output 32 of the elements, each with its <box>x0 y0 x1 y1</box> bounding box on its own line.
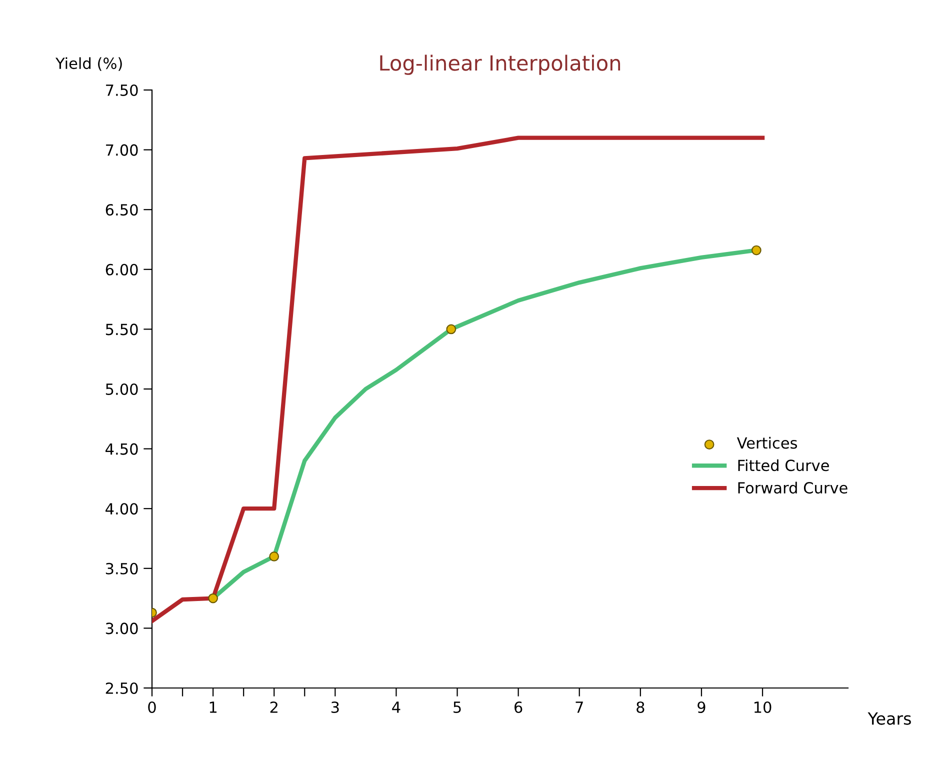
y-tick-label: 7.50 <box>106 84 138 96</box>
y-tick-label: 2.50 <box>106 682 138 694</box>
x-axis-title: Years <box>868 712 911 725</box>
point <box>751 245 762 256</box>
y-tick-label: 3.00 <box>106 622 138 634</box>
y-tick-label: 6.50 <box>106 204 138 216</box>
x-tick-label: 10 <box>754 701 772 714</box>
x-tick-label: 9 <box>698 701 706 714</box>
x-tick-label: 7 <box>576 702 583 713</box>
point <box>208 593 218 604</box>
point <box>269 551 280 562</box>
x-tick-label: 0 <box>148 701 156 714</box>
x-tick-label: 8 <box>636 701 644 714</box>
chart-title: Log-linear Interpolation <box>380 54 620 75</box>
x-tick-label: 5 <box>454 702 461 714</box>
y-tick-label: 4.00 <box>106 503 138 515</box>
legend-label: Fitted Curve <box>738 459 829 472</box>
y-tick-label: 5.00 <box>106 383 138 396</box>
x-tick-label: 4 <box>392 702 400 713</box>
x-tick-label: 1 <box>210 702 216 713</box>
x-tick-label: 6 <box>514 701 522 714</box>
y-tick-label: 3.50 <box>106 562 138 574</box>
y-tick-label: 7.00 <box>106 144 138 156</box>
legend-label: Forward Curve <box>738 482 848 494</box>
y-tick-label: 6.00 <box>106 264 138 276</box>
point <box>446 324 456 334</box>
x-tick-label: 3 <box>331 701 339 714</box>
y-axis-title: Yield (%) <box>56 57 122 71</box>
y-tick-label: 5.50 <box>106 324 138 336</box>
y-tick-label: 4.50 <box>106 443 138 455</box>
x-tick-label: 2 <box>270 701 278 713</box>
legend-label: Vertices <box>736 436 798 449</box>
